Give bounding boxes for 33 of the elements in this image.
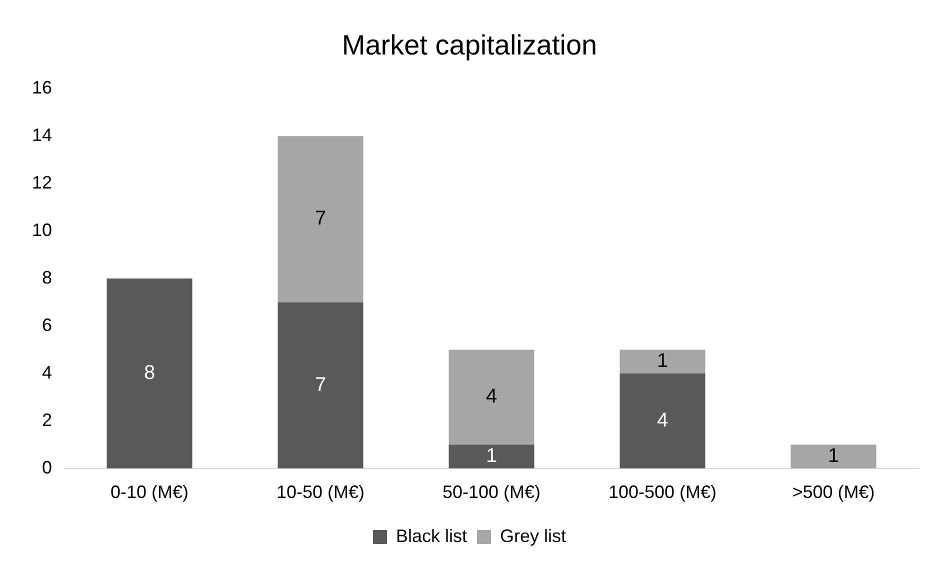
y-tick-label: 6 [42, 314, 52, 335]
legend-label: Black list [396, 526, 468, 546]
legend-label: Grey list [500, 526, 566, 546]
data-label: 7 [314, 208, 326, 230]
bar [620, 373, 706, 468]
x-tick-label: 10-50 (M€) [276, 482, 365, 502]
x-tick-label: 100-500 (M€) [608, 482, 717, 502]
data-label: 1 [656, 350, 668, 372]
data-label: 7 [314, 374, 326, 396]
x-tick-label: 50-100 (M€) [442, 482, 541, 502]
bar [278, 136, 364, 302]
data-label: 4 [486, 386, 498, 408]
y-tick-label: 10 [32, 220, 52, 240]
y-tick-label: 14 [32, 125, 52, 146]
x-tick-label: >500 (M€) [792, 482, 875, 502]
bar [620, 350, 706, 374]
y-tick-label: 8 [42, 267, 52, 288]
chart-title: Market capitalization [342, 30, 598, 61]
data-label: 8 [144, 362, 156, 384]
y-tick-label: 12 [32, 172, 52, 193]
y-tick-label: 4 [42, 362, 52, 382]
bar [106, 278, 192, 468]
bar [278, 302, 364, 468]
y-tick-label: 0 [42, 457, 52, 478]
bar [790, 444, 876, 468]
y-tick-label: 2 [42, 410, 52, 430]
bar [448, 350, 534, 445]
data-label: 1 [828, 445, 840, 468]
bar [448, 444, 534, 468]
x-tick-label: 0-10 (M€) [110, 482, 189, 502]
data-label: 1 [486, 445, 498, 468]
data-label: 4 [656, 409, 668, 432]
y-tick-label: 16 [32, 78, 52, 98]
